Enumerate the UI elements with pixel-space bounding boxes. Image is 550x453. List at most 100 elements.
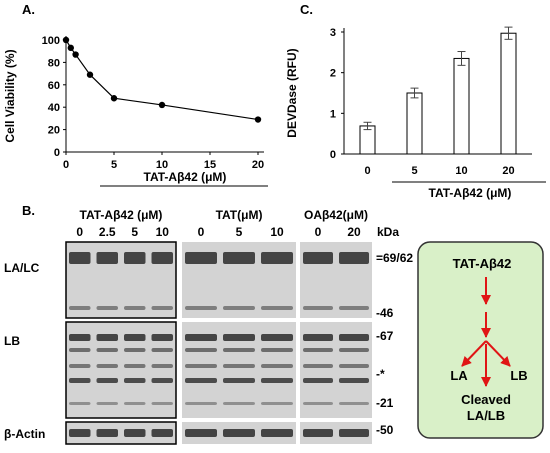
band (69, 252, 91, 264)
blot-group-title: TAT(μM) (216, 208, 263, 222)
chart-c: 0 1 2 3 0 5 10 20 DEVDase (RFU) TAT-Aβ42 (μM) (285, 26, 546, 200)
kda-marker: =69/62 (376, 251, 413, 265)
panel-b-letter: B. (22, 203, 35, 218)
band (303, 402, 333, 405)
x-tick-label: 0 (63, 159, 69, 171)
data-point (67, 44, 75, 52)
y-tick-label: 80 (48, 57, 60, 69)
band (69, 348, 91, 352)
band (185, 402, 217, 405)
panel-c-letter: C. (300, 2, 313, 17)
y-tick-label: 20 (48, 125, 60, 137)
x-axis-label: TAT-Aβ42 (μM) (429, 186, 512, 200)
schematic-la-lb-label: LA/LB (467, 408, 505, 423)
y-tick-label: 2 (330, 68, 336, 80)
x-tick-label: 5 (411, 165, 417, 177)
band (124, 378, 146, 383)
band (124, 429, 146, 437)
band (303, 348, 333, 352)
y-axis-label: DEVDase (RFU) (285, 48, 299, 137)
lane-label: 5 (131, 225, 138, 239)
band (96, 378, 118, 383)
schematic-arrow-left (461, 340, 487, 367)
band (124, 348, 146, 352)
band (151, 334, 173, 341)
band (223, 252, 255, 264)
band (339, 348, 369, 352)
x-tick-label: 10 (156, 159, 168, 171)
band (185, 306, 217, 310)
lane-label: 20 (347, 225, 361, 239)
x-tick-label: 15 (204, 159, 216, 171)
lane-label: 0 (76, 225, 83, 239)
y-tick-label: 0 (54, 147, 60, 159)
band (223, 429, 255, 437)
band (185, 252, 217, 264)
schematic-la-label: LA (450, 368, 468, 383)
lane-label: 0 (315, 225, 322, 239)
blot-panel (65, 421, 177, 445)
lane-label: 10 (270, 225, 284, 239)
data-point (86, 71, 94, 78)
band (124, 364, 146, 368)
band (151, 364, 173, 368)
blot-group-title: TAT-Aβ42 (μM) (80, 208, 163, 222)
bar (359, 125, 376, 155)
band (261, 378, 293, 383)
y-tick-label: 40 (48, 102, 60, 114)
band (339, 378, 369, 383)
lane-label: 10 (156, 225, 170, 239)
lane-label: 2.5 (99, 225, 116, 239)
kda-marker: -67 (376, 329, 394, 343)
band (261, 348, 293, 352)
band (223, 402, 255, 405)
kda-marker: -46 (376, 306, 394, 320)
band (96, 364, 118, 368)
band (185, 429, 217, 437)
data-point (72, 51, 79, 58)
band (124, 306, 146, 310)
blot-row-label: LB (4, 334, 20, 348)
band (185, 334, 217, 341)
band (151, 429, 173, 437)
band (261, 429, 293, 437)
band (96, 348, 118, 352)
band (69, 402, 91, 405)
band (69, 378, 91, 383)
band (223, 306, 255, 310)
band (124, 334, 146, 341)
y-tick-label: 100 (42, 35, 60, 47)
kda-marker: -21 (376, 396, 394, 410)
x-tick-label: 20 (502, 165, 514, 177)
band (339, 364, 369, 368)
schematic-box (417, 241, 544, 439)
schematic-cleaved-label: Cleaved (461, 392, 511, 407)
band (261, 402, 293, 405)
band (96, 334, 118, 341)
band (151, 348, 173, 352)
band (124, 252, 146, 264)
band (303, 364, 333, 368)
x-tick-label: 5 (111, 159, 117, 171)
data-point (110, 95, 118, 102)
band (151, 378, 173, 383)
band (339, 306, 369, 310)
blot-row-label: LA/LC (4, 261, 40, 275)
schematic-top-label: TAT-Aβ42 (453, 256, 512, 271)
band (124, 402, 146, 405)
x-tick-label: 0 (364, 165, 370, 177)
band (185, 348, 217, 352)
band (96, 402, 118, 405)
data-point (254, 116, 262, 123)
x-tick-label: 20 (252, 159, 264, 171)
data-point (62, 36, 70, 44)
band (69, 429, 91, 437)
kda-marker: -* (376, 367, 385, 381)
y-tick-label: 60 (48, 80, 60, 92)
band (185, 364, 217, 368)
band (185, 378, 217, 383)
band (223, 378, 255, 383)
band (96, 306, 118, 310)
band (69, 364, 91, 368)
band (303, 429, 333, 437)
